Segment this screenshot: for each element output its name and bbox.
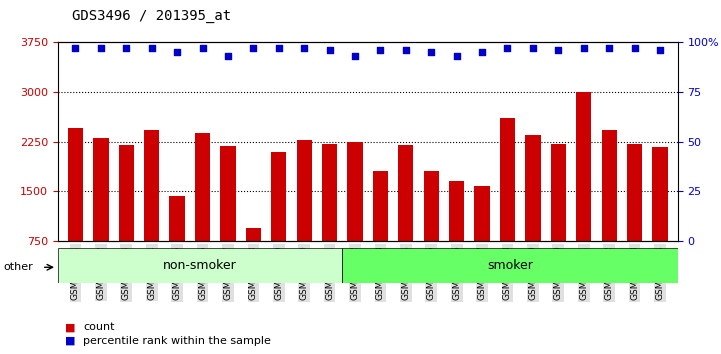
Point (95, 46, 107, 51)
Bar (169, 196, 185, 290)
Point (172, 50, 183, 55)
Bar (342, 248, 678, 283)
Bar (653, 147, 668, 290)
Point (527, 46, 539, 51)
Point (578, 46, 590, 51)
Bar (576, 92, 591, 290)
Text: ■: ■ (65, 322, 76, 332)
Text: smoker: smoker (487, 259, 533, 272)
Point (552, 47, 564, 53)
Point (146, 46, 157, 51)
Bar (68, 129, 83, 290)
Point (400, 47, 412, 53)
Text: GDS3496 / 201395_at: GDS3496 / 201395_at (72, 9, 231, 23)
Point (451, 53, 462, 59)
Point (273, 46, 285, 51)
Bar (221, 146, 236, 290)
Bar (526, 135, 541, 290)
Point (477, 50, 488, 55)
Bar (296, 139, 311, 290)
Bar (58, 248, 342, 283)
Bar (474, 186, 490, 290)
Point (654, 47, 665, 53)
Point (197, 46, 208, 51)
Bar (195, 133, 210, 290)
Point (120, 46, 132, 51)
Bar (93, 138, 108, 290)
Point (425, 50, 437, 55)
Point (502, 46, 513, 51)
Text: count: count (83, 322, 115, 332)
Point (375, 47, 386, 53)
Bar (119, 145, 134, 290)
Bar (373, 171, 388, 290)
Point (222, 53, 234, 59)
Bar (398, 145, 413, 290)
Point (70, 46, 81, 51)
Bar (424, 171, 439, 290)
Bar (449, 181, 464, 290)
Text: ■: ■ (65, 336, 76, 346)
Bar (601, 130, 616, 290)
Bar (144, 130, 159, 290)
Bar (322, 144, 337, 290)
Bar (500, 119, 515, 290)
Bar (348, 142, 363, 290)
Point (349, 53, 360, 59)
Text: percentile rank within the sample: percentile rank within the sample (83, 336, 271, 346)
Bar (246, 228, 261, 290)
Text: other: other (4, 262, 33, 272)
Bar (627, 144, 642, 290)
Point (629, 46, 640, 51)
Point (324, 47, 335, 53)
Point (603, 46, 615, 51)
Bar (271, 152, 286, 290)
Point (298, 46, 310, 51)
Text: non-smoker: non-smoker (163, 259, 236, 272)
Point (247, 46, 259, 51)
Bar (551, 144, 566, 290)
